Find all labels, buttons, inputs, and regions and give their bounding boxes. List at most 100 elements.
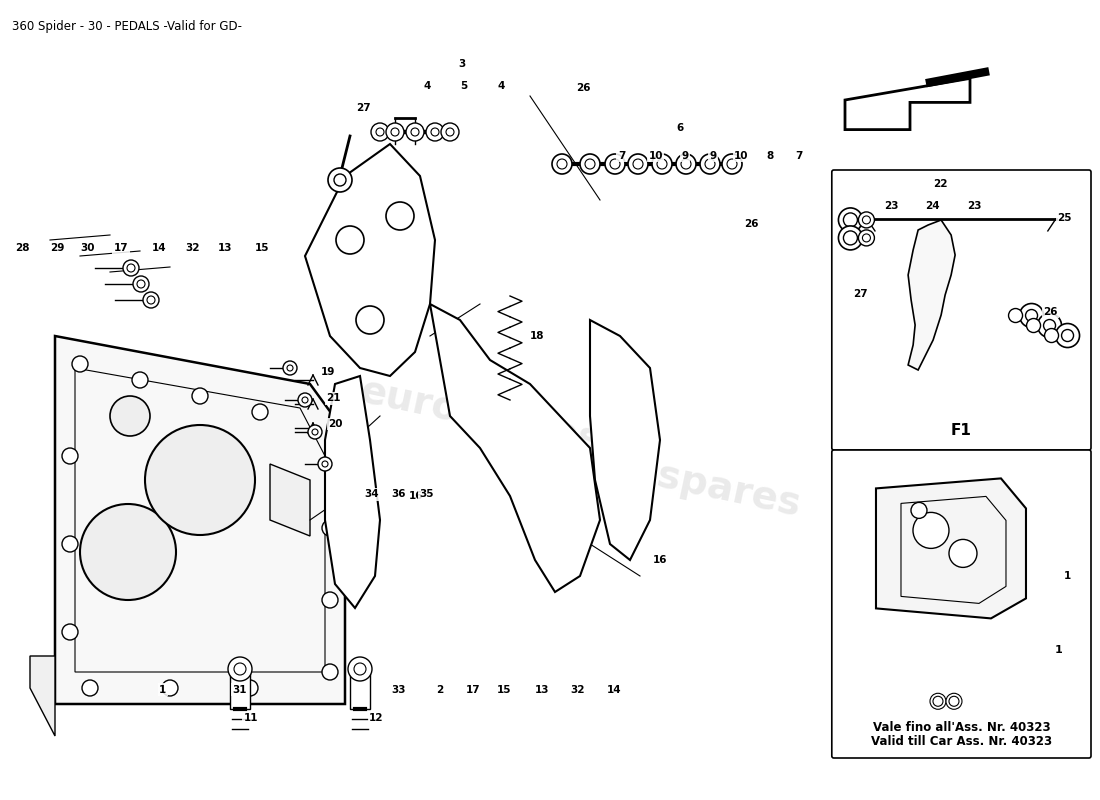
Circle shape xyxy=(62,448,78,464)
Circle shape xyxy=(933,696,943,706)
Circle shape xyxy=(441,123,459,141)
Circle shape xyxy=(652,154,672,174)
Text: Vale fino all'Ass. Nr. 40323: Vale fino all'Ass. Nr. 40323 xyxy=(872,721,1050,734)
Circle shape xyxy=(322,461,328,467)
Text: 3: 3 xyxy=(459,59,465,69)
Text: 31: 31 xyxy=(232,685,248,694)
Circle shape xyxy=(252,404,268,420)
Circle shape xyxy=(1062,330,1074,342)
Text: 4: 4 xyxy=(424,82,430,91)
Text: 15: 15 xyxy=(254,243,270,253)
Text: 2: 2 xyxy=(437,685,443,694)
Circle shape xyxy=(446,128,454,136)
Text: 23: 23 xyxy=(967,202,982,211)
Polygon shape xyxy=(324,376,380,608)
Text: eurospares: eurospares xyxy=(356,372,604,460)
Circle shape xyxy=(72,356,88,372)
Circle shape xyxy=(234,663,246,675)
Circle shape xyxy=(386,123,404,141)
Circle shape xyxy=(681,159,691,169)
Text: 32: 32 xyxy=(570,685,585,694)
Circle shape xyxy=(143,292,160,308)
Circle shape xyxy=(123,260,139,276)
Text: 27: 27 xyxy=(852,290,868,299)
Text: 9: 9 xyxy=(710,151,716,161)
Text: 35: 35 xyxy=(419,490,435,499)
Text: 22: 22 xyxy=(933,179,948,189)
Circle shape xyxy=(147,296,155,304)
Text: Valid till Car Ass. Nr. 40323: Valid till Car Ass. Nr. 40323 xyxy=(871,735,1052,748)
Text: 26: 26 xyxy=(575,83,591,93)
Circle shape xyxy=(1020,303,1044,327)
Circle shape xyxy=(80,504,176,600)
Text: 4: 4 xyxy=(498,82,505,91)
Circle shape xyxy=(431,128,439,136)
Text: 36: 36 xyxy=(390,490,406,499)
Circle shape xyxy=(610,159,620,169)
Circle shape xyxy=(126,264,135,272)
Circle shape xyxy=(132,372,148,388)
Circle shape xyxy=(676,154,696,174)
Circle shape xyxy=(162,680,178,696)
Circle shape xyxy=(722,154,742,174)
Circle shape xyxy=(322,592,338,608)
Polygon shape xyxy=(270,464,310,536)
Circle shape xyxy=(705,159,715,169)
Circle shape xyxy=(62,624,78,640)
Polygon shape xyxy=(590,320,660,560)
Text: 16: 16 xyxy=(652,555,668,565)
Circle shape xyxy=(911,502,927,518)
Circle shape xyxy=(82,680,98,696)
Text: 20: 20 xyxy=(328,419,343,429)
Text: 33: 33 xyxy=(390,685,406,694)
Circle shape xyxy=(585,159,595,169)
Circle shape xyxy=(1056,323,1079,347)
Circle shape xyxy=(949,696,959,706)
Text: 6: 6 xyxy=(676,123,683,133)
Circle shape xyxy=(62,536,78,552)
Text: 15: 15 xyxy=(496,685,512,694)
Circle shape xyxy=(949,539,977,567)
Circle shape xyxy=(838,226,862,250)
Text: 28: 28 xyxy=(14,243,30,253)
Circle shape xyxy=(657,159,667,169)
Text: 26: 26 xyxy=(744,219,759,229)
Circle shape xyxy=(1037,314,1062,338)
Circle shape xyxy=(1026,318,1041,333)
Circle shape xyxy=(930,694,946,710)
Circle shape xyxy=(322,664,338,680)
Text: 32: 32 xyxy=(185,243,200,253)
Circle shape xyxy=(913,512,949,549)
Text: 1: 1 xyxy=(160,685,166,694)
Polygon shape xyxy=(305,144,434,376)
Circle shape xyxy=(557,159,566,169)
Text: 9: 9 xyxy=(682,151,689,161)
Circle shape xyxy=(328,168,352,192)
Circle shape xyxy=(580,154,600,174)
Text: 14: 14 xyxy=(606,685,621,694)
Circle shape xyxy=(862,216,870,224)
Text: 1: 1 xyxy=(1055,645,1063,654)
Circle shape xyxy=(946,694,962,710)
Text: 1: 1 xyxy=(1064,571,1070,581)
Circle shape xyxy=(334,174,346,186)
Circle shape xyxy=(1009,309,1023,322)
Text: 26: 26 xyxy=(1043,307,1058,317)
Polygon shape xyxy=(430,304,600,592)
Bar xyxy=(350,674,370,709)
Circle shape xyxy=(700,154,720,174)
Circle shape xyxy=(145,425,255,535)
Text: 10: 10 xyxy=(648,151,663,161)
Circle shape xyxy=(406,123,424,141)
Circle shape xyxy=(605,154,625,174)
Circle shape xyxy=(287,365,293,371)
Text: 13: 13 xyxy=(218,243,233,253)
Circle shape xyxy=(354,663,366,675)
Text: 24: 24 xyxy=(925,202,940,211)
Circle shape xyxy=(283,361,297,375)
Circle shape xyxy=(426,123,444,141)
Text: 23: 23 xyxy=(883,202,899,211)
Text: 25: 25 xyxy=(1057,213,1072,222)
Text: 27: 27 xyxy=(355,103,371,113)
Bar xyxy=(230,674,250,709)
